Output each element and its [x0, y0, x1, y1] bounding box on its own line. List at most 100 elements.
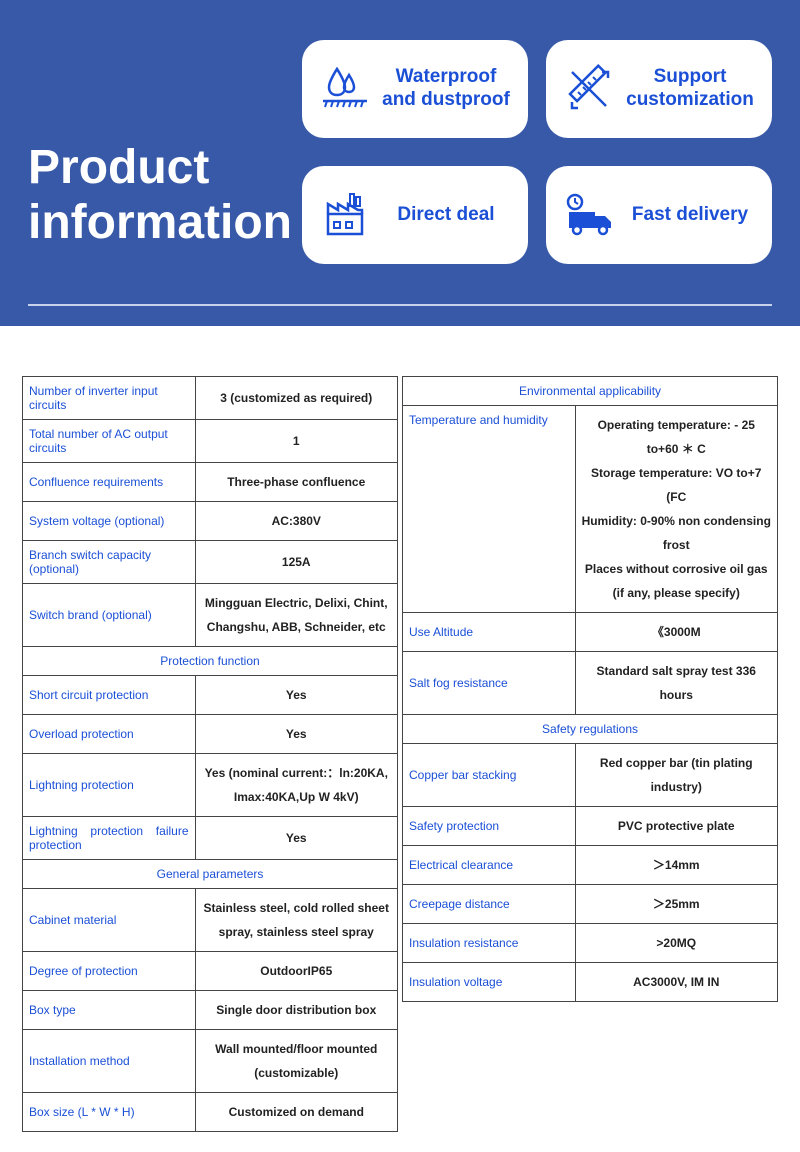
feature-label: Waterproof and dustproof [380, 66, 512, 112]
feature-label: Support customization [624, 66, 756, 112]
table-row: Degree of protectionOutdoorIP65 [23, 952, 398, 991]
spec-value: Wall mounted/floor mounted (customizable… [195, 1030, 398, 1093]
spec-label: Insulation voltage [403, 963, 576, 1002]
section-title: Environmental applicability [403, 377, 778, 406]
table-row: Copper bar stackingRed copper bar (tin p… [403, 744, 778, 807]
spec-tables: Number of inverter input circuits3 (cust… [0, 326, 800, 1152]
spec-label: Salt fog resistance [403, 652, 576, 715]
feature-grid: Waterproof and dustproof Support customi… [302, 40, 772, 264]
spec-value: 3 (customized as required) [195, 377, 398, 420]
section-title: Protection function [23, 647, 398, 676]
hero-section: Product information Waterproof and dustp… [0, 0, 800, 326]
feature-customization: Support customization [546, 40, 772, 138]
title-line-2: information [28, 196, 292, 249]
hero-inner: Product information Waterproof and dustp… [28, 40, 772, 264]
table-row: Cabinet materialStainless steel, cold ro… [23, 889, 398, 952]
spec-value: Yes [195, 676, 398, 715]
feature-label: Fast delivery [624, 204, 756, 227]
truck-icon [562, 188, 616, 242]
spec-label: Number of inverter input circuits [23, 377, 196, 420]
section-title: General parameters [23, 860, 398, 889]
spec-value: Three-phase confluence [195, 463, 398, 502]
section-header: Environmental applicability [403, 377, 778, 406]
waterproof-icon [318, 62, 372, 116]
title-line-1: Product [28, 141, 209, 194]
section-header: General parameters [23, 860, 398, 889]
spec-value: ＞14mm [575, 846, 778, 885]
factory-icon [318, 188, 372, 242]
divider [28, 304, 772, 306]
table-row: Insulation resistance>20MQ [403, 924, 778, 963]
spec-label: Short circuit protection [23, 676, 196, 715]
table-row: Branch switch capacity (optional)125A [23, 541, 398, 584]
spec-table-left: Number of inverter input circuits3 (cust… [22, 376, 398, 1132]
spec-label: Switch brand (optional) [23, 584, 196, 647]
table-row: Number of inverter input circuits3 (cust… [23, 377, 398, 420]
table-row: Box typeSingle door distribution box [23, 991, 398, 1030]
spec-value: Red copper bar (tin plating industry) [575, 744, 778, 807]
section-title: Safety regulations [403, 715, 778, 744]
spec-value: Mingguan Electric, Delixi, Chint, Changs… [195, 584, 398, 647]
table-row: Short circuit protectionYes [23, 676, 398, 715]
section-header: Protection function [23, 647, 398, 676]
table-row: Salt fog resistanceStandard salt spray t… [403, 652, 778, 715]
feature-label: Direct deal [380, 204, 512, 227]
table-row: Insulation voltageAC3000V, IM IN [403, 963, 778, 1002]
spec-value: OutdoorIP65 [195, 952, 398, 991]
spec-value: AC3000V, IM IN [575, 963, 778, 1002]
spec-label: Total number of AC output circuits [23, 420, 196, 463]
table-row: Lightning protectionYes (nominal current… [23, 754, 398, 817]
spec-label: System voltage (optional) [23, 502, 196, 541]
feature-waterproof: Waterproof and dustproof [302, 40, 528, 138]
spec-value: Yes [195, 817, 398, 860]
table-row: Lightning protection failure protectionY… [23, 817, 398, 860]
spec-label: Branch switch capacity (optional) [23, 541, 196, 584]
feature-fast-delivery: Fast delivery [546, 166, 772, 264]
table-row: Confluence requirementsThree-phase confl… [23, 463, 398, 502]
table-row: Switch brand (optional)Mingguan Electric… [23, 584, 398, 647]
spec-label: Lightning protection failure protection [23, 817, 196, 860]
spec-label: Cabinet material [23, 889, 196, 952]
spec-label: Insulation resistance [403, 924, 576, 963]
spec-value: Yes [195, 715, 398, 754]
table-row: Safety protectionPVC protective plate [403, 807, 778, 846]
table-row: Box size (L * W * H)Customized on demand [23, 1093, 398, 1132]
table-row: Installation methodWall mounted/floor mo… [23, 1030, 398, 1093]
spec-value: Standard salt spray test 336 hours [575, 652, 778, 715]
section-header: Safety regulations [403, 715, 778, 744]
spec-label: Overload protection [23, 715, 196, 754]
table-row: Use Altitude《3000M [403, 613, 778, 652]
spec-value: >20MQ [575, 924, 778, 963]
spec-label: Safety protection [403, 807, 576, 846]
spec-label: Confluence requirements [23, 463, 196, 502]
spec-label: Creepage distance [403, 885, 576, 924]
table-row: Temperature and humidityOperating temper… [403, 406, 778, 613]
spec-table-right: Environmental applicability Temperature … [402, 376, 778, 1002]
spec-value: PVC protective plate [575, 807, 778, 846]
spec-label: Degree of protection [23, 952, 196, 991]
feature-direct-deal: Direct deal [302, 166, 528, 264]
table-row: Electrical clearance＞14mm [403, 846, 778, 885]
spec-label: Box type [23, 991, 196, 1030]
spec-value: Customized on demand [195, 1093, 398, 1132]
spec-value: 1 [195, 420, 398, 463]
spec-label: Use Altitude [403, 613, 576, 652]
table-row: Creepage distance＞25mm [403, 885, 778, 924]
spec-value: AC:380V [195, 502, 398, 541]
table-row: Overload protectionYes [23, 715, 398, 754]
spec-value: ＞25mm [575, 885, 778, 924]
spec-value: Operating temperature: - 25 to+60 ＊ C St… [575, 406, 778, 613]
page-title: Product information [28, 140, 292, 250]
spec-value: 125A [195, 541, 398, 584]
spec-value: Single door distribution box [195, 991, 398, 1030]
spec-label: Temperature and humidity [403, 406, 576, 613]
table-row: Total number of AC output circuits1 [23, 420, 398, 463]
table-row: System voltage (optional)AC:380V [23, 502, 398, 541]
ruler-icon [562, 62, 616, 116]
spec-value: 《3000M [575, 613, 778, 652]
spec-value: Stainless steel, cold rolled sheet spray… [195, 889, 398, 952]
spec-label: Box size (L * W * H) [23, 1093, 196, 1132]
spec-label: Lightning protection [23, 754, 196, 817]
spec-label: Electrical clearance [403, 846, 576, 885]
spec-label: Installation method [23, 1030, 196, 1093]
